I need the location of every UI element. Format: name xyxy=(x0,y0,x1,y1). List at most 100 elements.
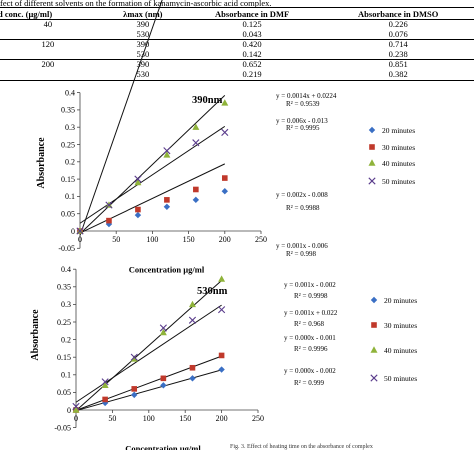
data-point xyxy=(218,306,226,314)
data-point xyxy=(188,316,197,324)
y-tick-label: 0.15 xyxy=(61,175,75,184)
data-point xyxy=(163,203,171,210)
x-tick-label: 150 xyxy=(179,414,191,423)
x-tick-label: 250 xyxy=(255,235,267,244)
trendline-r-squared: R² = 0.9996 xyxy=(294,345,328,353)
legend-entry: 30 minutes xyxy=(382,143,415,152)
data-point xyxy=(189,364,196,371)
data-point xyxy=(102,396,108,403)
y-tick-label: 0.4 xyxy=(65,88,75,97)
col-header-conc: d conc. (μg/ml) xyxy=(0,7,104,20)
cell-conc xyxy=(0,29,104,41)
y-tick-label: 0.05 xyxy=(57,388,71,397)
trendline xyxy=(79,163,226,234)
data-point xyxy=(192,139,200,147)
trendline xyxy=(75,304,222,403)
x-axis-label: Concentration µg/ml xyxy=(125,444,201,450)
legend-entry: 40 minutes xyxy=(382,159,415,168)
data-point xyxy=(105,201,113,209)
y-tick-label: 0.25 xyxy=(61,140,75,149)
x-tick-label: 0 xyxy=(74,414,78,423)
cell-lambda: 530 xyxy=(103,69,182,81)
trendline-r-squared: R² = 0.9998 xyxy=(294,292,328,300)
table-row: 530 0.219 0.382 xyxy=(0,69,474,81)
legend-marker xyxy=(368,126,376,134)
data-point xyxy=(72,402,80,411)
cell-dmf: 0.652 xyxy=(242,59,262,70)
legend-marker xyxy=(368,177,376,185)
y-tick-label: 0.1 xyxy=(61,371,71,380)
data-point xyxy=(101,378,109,386)
cell-dmso: 0.382 xyxy=(322,69,474,81)
trendline-r-squared: R² = 0.9988 xyxy=(286,204,320,212)
x-tick-label: 100 xyxy=(143,414,155,423)
trendline xyxy=(75,369,222,412)
col-header-lambda: λmax (nm) xyxy=(103,7,182,20)
y-tick-label: 0.35 xyxy=(57,283,71,292)
trendline-equation: y = 0.001x + 0.022 xyxy=(284,309,338,317)
data-point xyxy=(76,227,84,235)
trendline-equation: y = 0.001x - 0.006 xyxy=(276,242,328,250)
data-point xyxy=(72,406,80,414)
trendline xyxy=(75,355,222,411)
legend-marker xyxy=(371,322,377,328)
cell-conc: 40 xyxy=(43,19,53,29)
chart-title: 530nm xyxy=(197,286,228,297)
data-point xyxy=(135,206,141,213)
results-table: d conc. (μg/ml) λmax (nm) Absorbance in … xyxy=(0,7,474,81)
data-point xyxy=(221,128,229,136)
legend-marker xyxy=(368,159,376,166)
legend-entry: 50 minutes xyxy=(384,374,417,383)
legend-marker xyxy=(369,144,375,150)
data-point xyxy=(218,352,225,359)
figure-caption: Fig. 3. Effect of heating time on the ab… xyxy=(230,444,373,450)
trendline-equation: y = 0.000x - 0.001 xyxy=(284,334,336,342)
y-axis-label: Absorbance xyxy=(30,309,41,361)
cell-conc xyxy=(0,49,104,61)
data-point xyxy=(163,147,171,155)
data-point xyxy=(221,99,229,106)
data-point xyxy=(134,178,142,186)
cell-dmso: 0.076 xyxy=(322,29,474,41)
table-row: 530 0.142 0.238 xyxy=(0,49,474,61)
y-tick-label: 0.2 xyxy=(61,335,71,344)
cell-conc: 200 xyxy=(41,59,55,70)
data-point xyxy=(189,375,196,382)
data-point xyxy=(131,386,138,392)
cell-dmso: 0.714 xyxy=(388,39,408,50)
x-tick-label: 50 xyxy=(112,235,120,244)
data-point xyxy=(134,175,142,183)
x-tick-label: 250 xyxy=(252,414,264,423)
data-point xyxy=(72,402,80,411)
data-point xyxy=(77,228,83,234)
trendline-equation: y = 0.000x - 0.002 xyxy=(284,367,336,375)
trendline-r-squared: R² = 0.999 xyxy=(294,379,324,387)
cell-dmf: 0.219 xyxy=(181,69,323,81)
data-point xyxy=(159,324,167,332)
data-point xyxy=(192,123,200,130)
data-point xyxy=(188,300,196,308)
data-point xyxy=(101,381,109,389)
legend-marker xyxy=(370,346,378,353)
trendline-equation: y = 0.001x - 0.002 xyxy=(284,281,336,289)
cell-dmf: 0.043 xyxy=(181,29,323,41)
cell-dmso: 0.226 xyxy=(388,19,408,29)
data-point xyxy=(130,355,138,362)
x-tick-label: 100 xyxy=(146,235,158,244)
data-point xyxy=(131,391,138,399)
data-point xyxy=(134,211,142,219)
data-point xyxy=(101,378,109,386)
trendline-equation: y = 0.002x - 0.008 xyxy=(276,191,328,199)
data-point xyxy=(188,316,197,324)
data-point xyxy=(192,196,200,204)
data-point xyxy=(106,217,112,224)
data-point xyxy=(221,128,229,136)
x-tick-label: 200 xyxy=(219,235,231,244)
legend-marker xyxy=(368,177,376,185)
cell-dmso: 0.238 xyxy=(322,49,474,61)
legend-entry: 30 minutes xyxy=(384,321,417,330)
data-point xyxy=(221,188,228,195)
data-point xyxy=(76,227,84,235)
cell-dmso: 0.851 xyxy=(388,59,408,70)
data-point xyxy=(159,324,167,332)
